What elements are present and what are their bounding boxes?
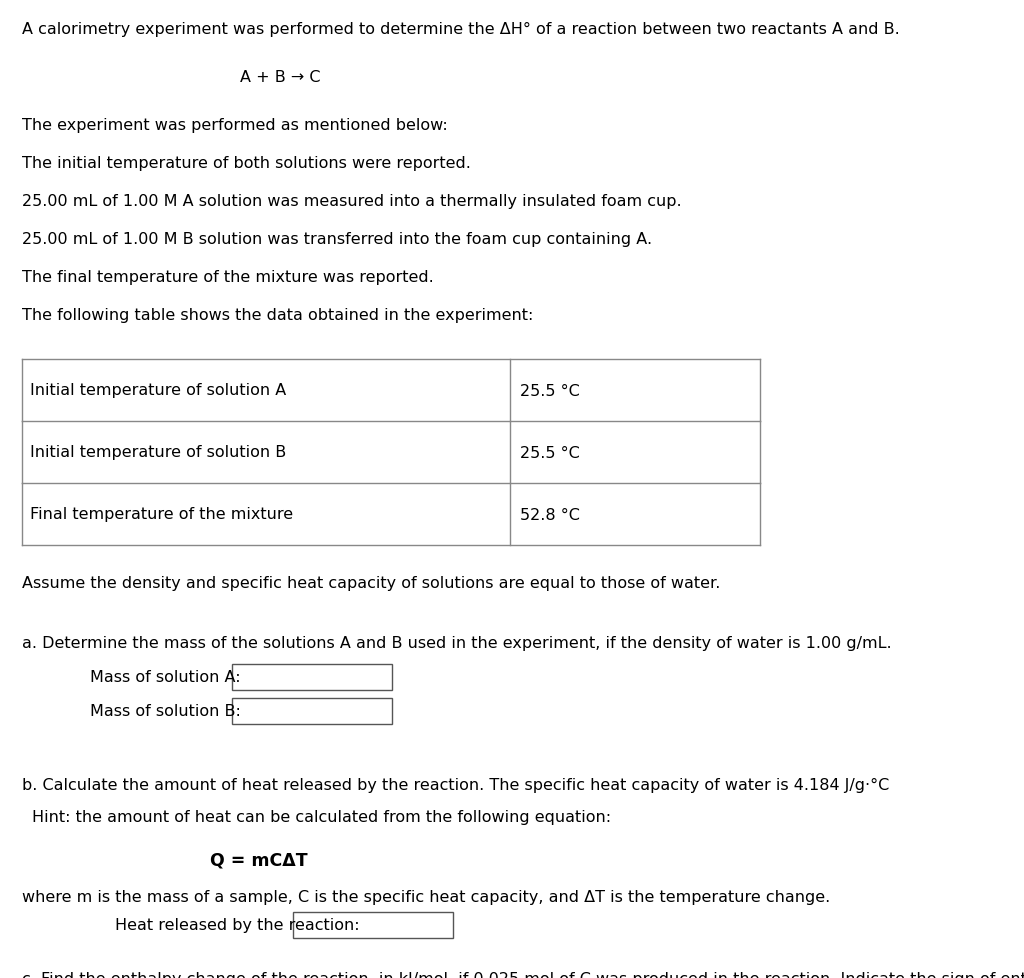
Text: 52.8 °C: 52.8 °C <box>520 507 580 522</box>
Text: Heat released by the reaction:: Heat released by the reaction: <box>115 917 359 933</box>
Text: Initial temperature of solution B: Initial temperature of solution B <box>30 445 287 460</box>
Text: where m is the mass of a sample, C is the specific heat capacity, and ΔT is the : where m is the mass of a sample, C is th… <box>22 889 830 904</box>
Text: Initial temperature of solution A: Initial temperature of solution A <box>30 383 287 398</box>
Text: The experiment was performed as mentioned below:: The experiment was performed as mentione… <box>22 118 447 133</box>
Text: Mass of solution B:: Mass of solution B: <box>90 704 241 719</box>
Text: a. Determine the mass of the solutions A and B used in the experiment, if the de: a. Determine the mass of the solutions A… <box>22 636 892 650</box>
Text: Hint: the amount of heat can be calculated from the following equation:: Hint: the amount of heat can be calculat… <box>32 809 611 824</box>
Bar <box>293 912 453 938</box>
Text: c. Find the enthalpy change of the reaction, in kJ/mol, if 0.025 mol of C was pr: c. Find the enthalpy change of the react… <box>22 971 1024 978</box>
Text: The final temperature of the mixture was reported.: The final temperature of the mixture was… <box>22 270 434 285</box>
Bar <box>232 664 392 690</box>
Text: 25.00 mL of 1.00 M B solution was transferred into the foam cup containing A.: 25.00 mL of 1.00 M B solution was transf… <box>22 232 652 246</box>
Text: The following table shows the data obtained in the experiment:: The following table shows the data obtai… <box>22 308 534 323</box>
Text: A calorimetry experiment was performed to determine the ΔH° of a reaction betwee: A calorimetry experiment was performed t… <box>22 22 900 37</box>
Text: 25.5 °C: 25.5 °C <box>520 445 580 460</box>
Text: Assume the density and specific heat capacity of solutions are equal to those of: Assume the density and specific heat cap… <box>22 575 720 591</box>
Text: A + B → C: A + B → C <box>240 70 321 85</box>
Text: b. Calculate the amount of heat released by the reaction. The specific heat capa: b. Calculate the amount of heat released… <box>22 778 889 792</box>
Text: 25.00 mL of 1.00 M A solution was measured into a thermally insulated foam cup.: 25.00 mL of 1.00 M A solution was measur… <box>22 194 682 208</box>
Text: Mass of solution A:: Mass of solution A: <box>90 670 241 685</box>
Bar <box>232 698 392 725</box>
Text: Final temperature of the mixture: Final temperature of the mixture <box>30 507 293 522</box>
Text: The initial temperature of both solutions were reported.: The initial temperature of both solution… <box>22 156 471 171</box>
Text: 25.5 °C: 25.5 °C <box>520 383 580 398</box>
Text: Q = mCΔT: Q = mCΔT <box>210 851 307 869</box>
